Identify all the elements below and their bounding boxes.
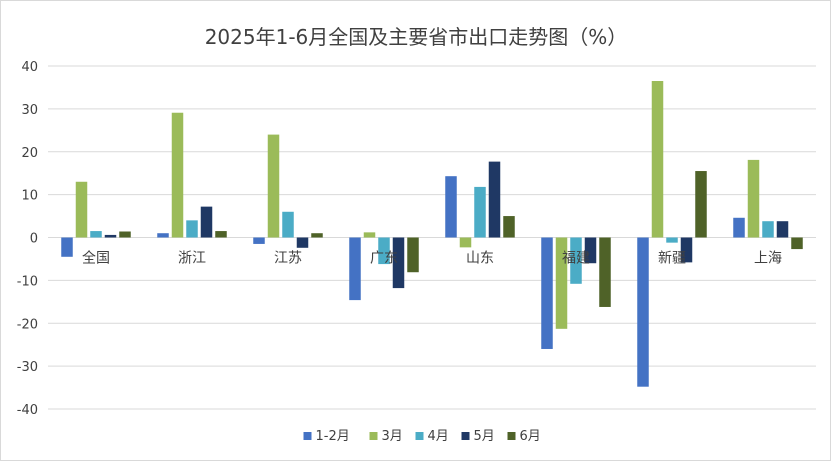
y-tick-label: -10 bbox=[17, 274, 38, 289]
bar bbox=[584, 237, 597, 264]
category-labels: 全国 浙江 江苏 广东 山东 福建 新疆 上海 bbox=[82, 250, 782, 267]
bar bbox=[541, 237, 553, 349]
y-tick-label: -30 bbox=[17, 360, 38, 375]
legend-label: 5月 bbox=[474, 429, 495, 444]
legend-swatch bbox=[507, 432, 516, 440]
legend-swatch bbox=[415, 432, 424, 440]
bar bbox=[459, 237, 472, 248]
bar bbox=[570, 237, 582, 284]
bar bbox=[733, 217, 745, 238]
bar bbox=[349, 237, 361, 301]
bar bbox=[90, 231, 102, 238]
y-axis-ticks: 40 30 20 10 0 -10 -20 -30 -40 bbox=[17, 60, 38, 418]
bar bbox=[186, 220, 198, 238]
category-label: 新疆 bbox=[658, 251, 686, 267]
bar bbox=[200, 206, 213, 238]
y-tick-label: 20 bbox=[21, 146, 38, 161]
bar bbox=[747, 159, 760, 238]
bar bbox=[253, 237, 265, 244]
bar bbox=[488, 161, 501, 238]
bar bbox=[119, 231, 131, 238]
bar bbox=[762, 221, 774, 238]
legend-swatch bbox=[461, 432, 470, 440]
bar bbox=[791, 237, 803, 250]
y-tick-label: 30 bbox=[21, 103, 38, 118]
bar bbox=[311, 233, 323, 238]
bar bbox=[267, 134, 280, 238]
bar bbox=[171, 112, 184, 238]
legend-swatch bbox=[369, 432, 378, 440]
y-tick-label: 10 bbox=[21, 189, 38, 204]
category-label: 上海 bbox=[754, 251, 782, 267]
bar bbox=[776, 221, 789, 238]
y-tick-label: 0 bbox=[30, 232, 38, 247]
category-label: 山东 bbox=[466, 251, 494, 267]
bar bbox=[378, 237, 390, 265]
bar bbox=[407, 237, 419, 273]
legend: 1-2月 3月 4月 5月 6月 bbox=[303, 429, 541, 444]
bar bbox=[75, 181, 88, 238]
bar bbox=[637, 237, 649, 387]
category-label: 福建 bbox=[562, 251, 590, 267]
bar bbox=[445, 176, 457, 238]
bar bbox=[503, 216, 515, 238]
bar bbox=[215, 231, 227, 238]
legend-label: 4月 bbox=[428, 429, 449, 444]
y-tick-label: -40 bbox=[17, 403, 38, 418]
category-label: 江苏 bbox=[274, 251, 302, 267]
y-tick-label: -20 bbox=[17, 317, 38, 332]
bar bbox=[474, 186, 486, 238]
category-label: 全国 bbox=[82, 250, 110, 267]
legend-label: 6月 bbox=[520, 429, 541, 444]
bar bbox=[104, 234, 117, 238]
bar bbox=[61, 237, 73, 257]
bar bbox=[363, 232, 376, 238]
bar bbox=[599, 237, 611, 307]
bars bbox=[61, 81, 803, 387]
legend-label: 1-2月 bbox=[316, 429, 350, 444]
bar bbox=[695, 171, 707, 238]
category-label: 广东 bbox=[370, 251, 398, 267]
bar bbox=[651, 81, 664, 238]
bar bbox=[282, 211, 294, 238]
chart-title: 2025年1-6月全国及主要省市出口走势图（%） bbox=[205, 25, 628, 49]
legend-swatch bbox=[303, 432, 312, 440]
legend-label: 3月 bbox=[382, 429, 403, 444]
bar bbox=[666, 237, 678, 243]
y-tick-label: 40 bbox=[21, 60, 38, 75]
bar bbox=[680, 237, 693, 263]
category-label: 浙江 bbox=[178, 251, 206, 267]
bar bbox=[157, 233, 169, 238]
bar bbox=[555, 237, 568, 329]
bar bbox=[392, 237, 405, 289]
bar bbox=[296, 237, 309, 248]
